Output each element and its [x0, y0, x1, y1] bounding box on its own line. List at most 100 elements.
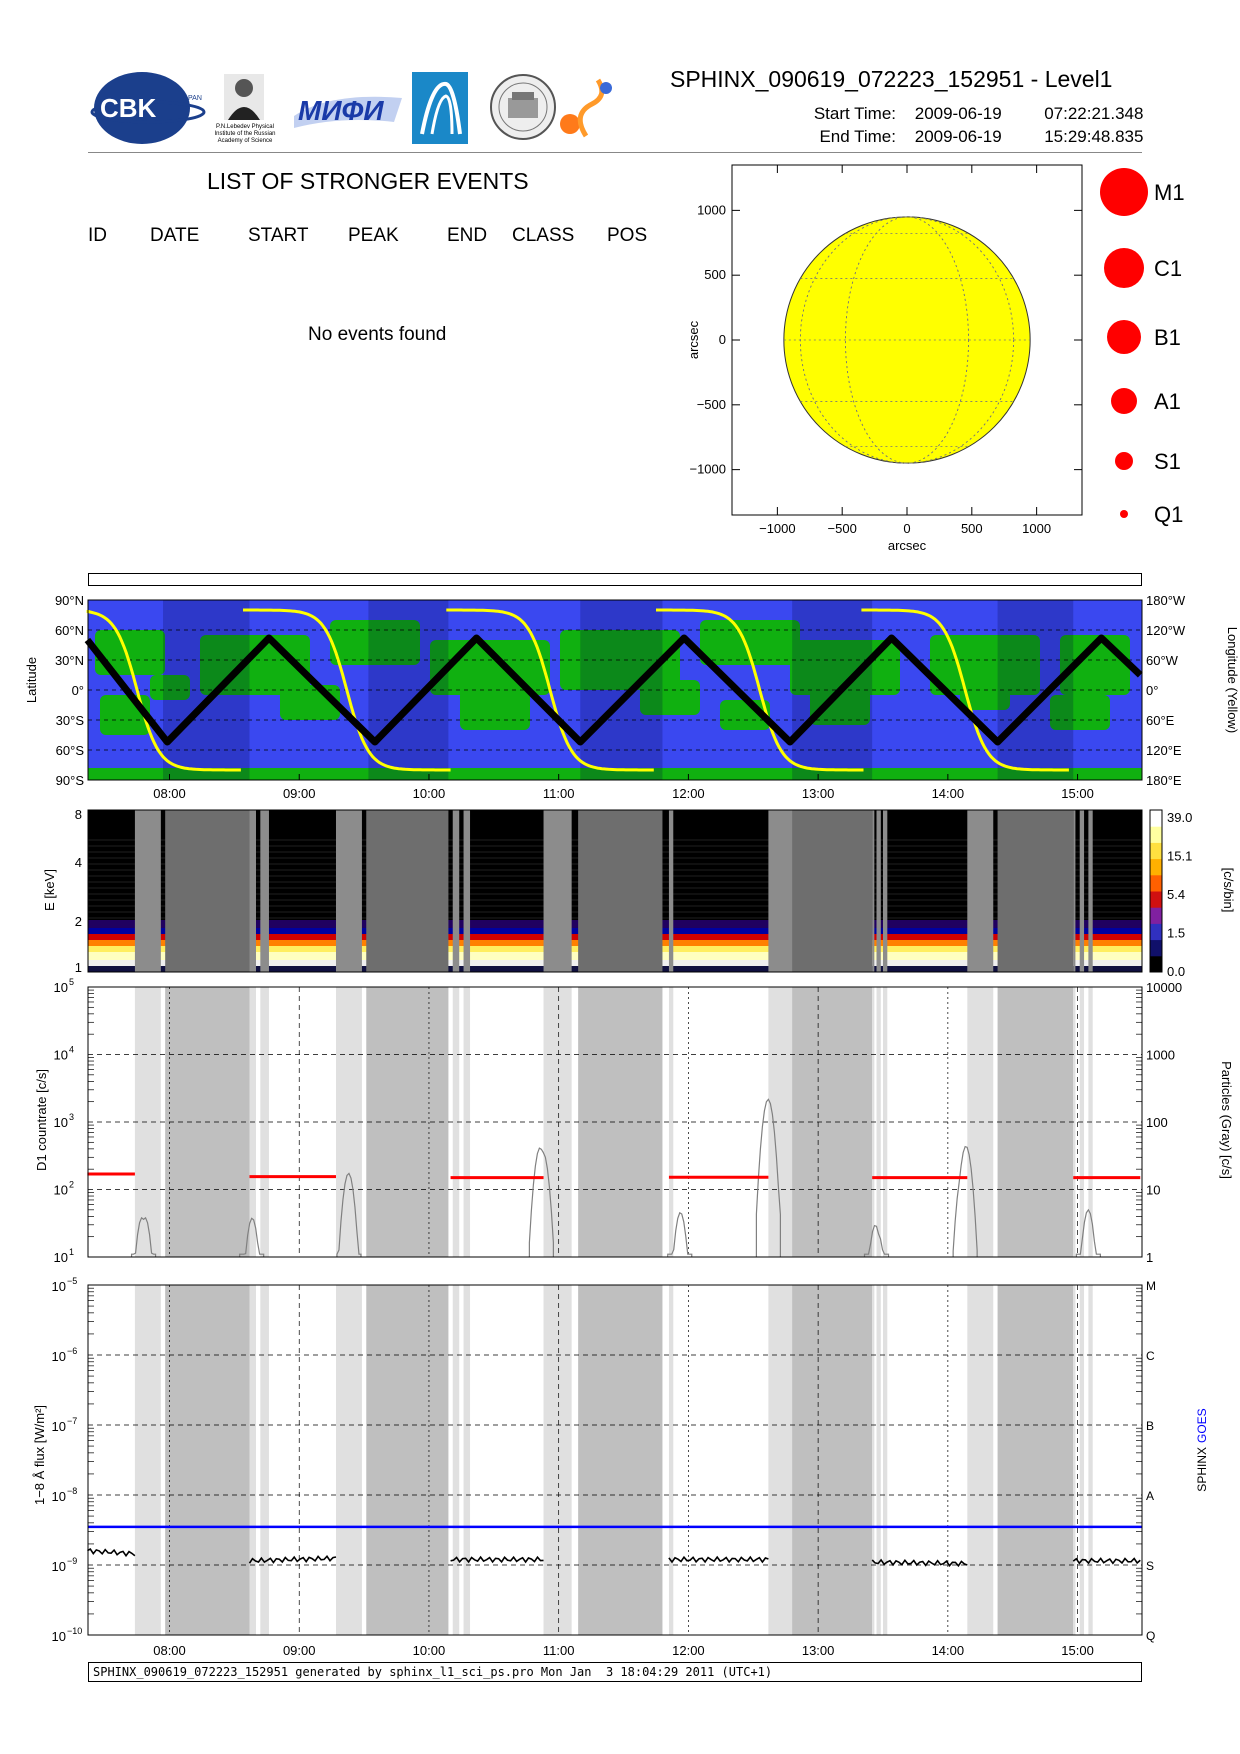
legend-label-m1: M1 [1154, 180, 1185, 205]
sun-map-ytick-label: 500 [704, 267, 726, 282]
data-gap-light [335, 1285, 362, 1635]
colorbar-step [1150, 923, 1162, 941]
orbit-xtick-label: 14:00 [932, 786, 965, 801]
spectrogram-ylabel: E [keV] [42, 869, 57, 911]
spectrogram-gap [668, 810, 674, 972]
start-date: 2009-06-19 [914, 104, 1002, 123]
orbit-map-chart: 90°N 60°N 30°N 0° 30°S 60°S 90°S 180°W 120°W 60°W… [24, 593, 1240, 801]
flux-xtick-label: 12:00 [672, 1643, 705, 1655]
d1-ytick-exponent: 5 [69, 977, 74, 987]
spectrogram-frame [87, 809, 1143, 973]
legend-marker-b1 [1107, 320, 1141, 354]
spectrogram-gap [1088, 810, 1093, 972]
sphinx-flux-segment [87, 1548, 136, 1558]
mifi-text: МИФИ [298, 95, 384, 126]
data-gap-light [967, 1285, 994, 1635]
events-col-end: END [447, 225, 488, 246]
flux-class-label: S [1146, 1559, 1154, 1573]
d1-ytick-label: 10 [54, 1250, 68, 1265]
flux-ytick-exponent: −6 [67, 1346, 77, 1356]
particles-spike [528, 1147, 554, 1257]
orbit-xtick-label: 09:00 [283, 786, 316, 801]
sphinx-flux-segment [1072, 1557, 1141, 1565]
lebedev-text-3: Academy of Science [218, 138, 273, 144]
flux-xtick-label: 14:00 [932, 1643, 965, 1655]
cbk-pan-logo: CBK PAN [90, 72, 206, 144]
legend-marker-q1 [1120, 510, 1128, 518]
flux-xtick-label: 10:00 [413, 1643, 446, 1655]
legend-label-s1: S1 [1154, 449, 1181, 474]
colorbar-step [1150, 955, 1162, 973]
legend-marker-s1 [1115, 452, 1133, 470]
data-gap-light [260, 1285, 269, 1635]
orbit-ytick-right: 0° [1146, 683, 1158, 698]
legend-marker-m1 [1100, 168, 1148, 216]
flux-ytick-label: 10 [52, 1629, 66, 1644]
lebedev-institute-logo: P.N.Lebedev Physical Institute of the Ru… [214, 74, 276, 144]
particles-spike [336, 1172, 362, 1257]
sun-map-xtick-label: 0 [903, 521, 910, 536]
d1-ytick-right-label: 1 [1146, 1250, 1153, 1265]
spectrogram-colorbar-label: [c/s/bin] [1221, 868, 1236, 913]
data-gap-light [1073, 987, 1076, 1257]
orbit-longitude-curve [656, 608, 864, 772]
data-gap-light [1088, 1285, 1093, 1635]
flux-xtick-label: 15:00 [1061, 1643, 1094, 1655]
particles-spike [755, 1098, 781, 1257]
data-gap-light [1079, 1285, 1085, 1635]
d1-frame [87, 986, 1143, 1258]
spectrogram-gap-dark [366, 810, 449, 972]
goes-label: GOES [1195, 1408, 1209, 1443]
d1-ytick-label: 10 [54, 1183, 68, 1198]
sun-map-ylabel: arcsec [686, 320, 701, 359]
events-col-pos: POS [607, 225, 648, 246]
data-gap-light [463, 1285, 471, 1635]
flux-ytick-label: 10 [52, 1559, 66, 1574]
report-title: SPHINX_090619_072223_152951 - Level1 [670, 66, 1113, 92]
d1-ylabel-right: Particles (Gray) [c/s] [1219, 1061, 1234, 1179]
particles-spike [1075, 1208, 1101, 1257]
orbit-land-south [1050, 695, 1110, 730]
d1-ylabel: D1 countrate [c/s] [34, 1069, 49, 1171]
orbit-ytick-right: 60°W [1146, 653, 1179, 668]
orbit-land-south [460, 690, 530, 730]
colorbar-step [1150, 810, 1162, 827]
orbit-ytick-left: 90°S [56, 773, 85, 788]
events-empty-message: No events found [308, 324, 447, 345]
footer-caption: SPHINX_090619_072223_152951 generated by… [88, 1662, 1142, 1682]
data-gap-dark [578, 1285, 663, 1635]
sun-map-xlabel: arcsec [888, 538, 927, 553]
data-gap-dark [997, 1285, 1074, 1635]
orbit-xtick-label: 13:00 [802, 786, 835, 801]
colorbar-tick-label: 39.0 [1167, 810, 1192, 825]
sun-longitude-line [799, 216, 1015, 464]
flux-class-label: M [1146, 1279, 1156, 1293]
orbit-xtick-label: 10:00 [413, 786, 446, 801]
spectrogram-gap-dark [578, 810, 663, 972]
class-legend: M1 C1 B1 A1 S1 Q1 [1100, 168, 1185, 527]
spectrogram-gap-dark [165, 810, 250, 972]
spectrogram-gap-dark [997, 810, 1074, 972]
orbit-ytick-left: 90°N [55, 593, 84, 608]
pan-text: PAN [188, 95, 202, 102]
legend-label-a1: A1 [1154, 389, 1181, 414]
sun-map-chart: −1000 −500 0 500 1000 −1000 −500 0 500 1000 arcse… [686, 164, 1083, 553]
colorbar-step [1150, 939, 1162, 957]
spectrogram-gap [1079, 810, 1085, 972]
events-col-class: CLASS [512, 225, 575, 246]
spectrogram-gap [335, 810, 362, 972]
orbit-ytick-left: 30°S [56, 713, 85, 728]
colorbar-step [1150, 907, 1162, 924]
orbit-ytick-left: 60°N [55, 623, 84, 638]
data-gap-light [872, 1285, 875, 1635]
particles-spike [952, 1145, 978, 1257]
orbit-frame [87, 599, 1143, 781]
sphinx-flux-segment [450, 1555, 544, 1564]
orbit-ytick-right: 120°E [1146, 743, 1182, 758]
orbit-eclipse-band [163, 600, 250, 780]
sphinx-instrument-logo [412, 72, 468, 144]
data-gap-light [668, 987, 674, 1257]
flux-ylabel-right: SPHINX GOES [1195, 1408, 1209, 1491]
d1-ytick-label: 10 [54, 1048, 68, 1063]
